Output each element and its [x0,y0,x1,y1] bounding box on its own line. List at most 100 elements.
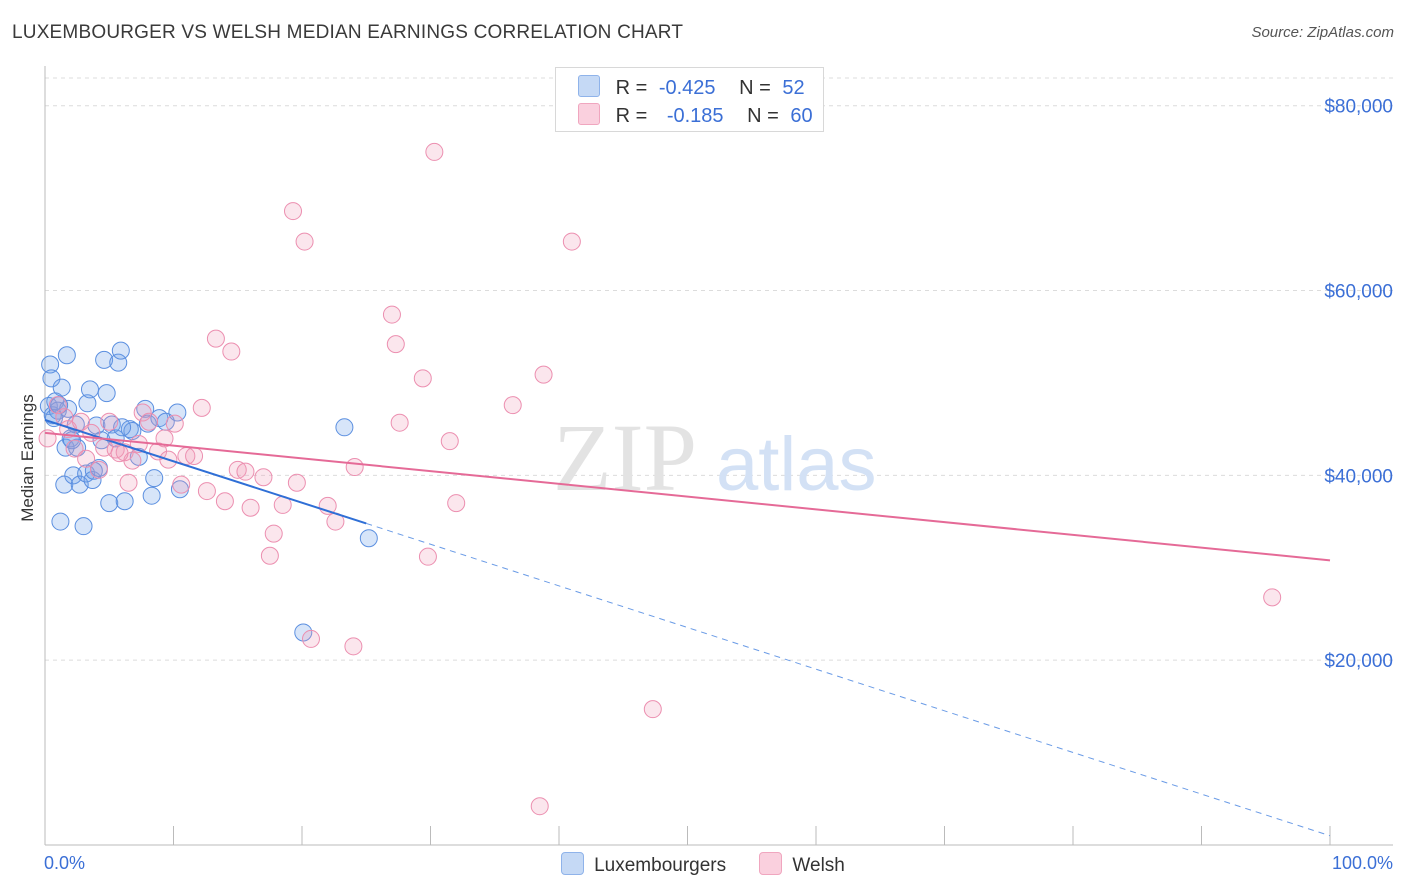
data-point [287,473,306,492]
data-point [41,355,60,374]
data-point [120,420,139,439]
data-point [95,350,114,369]
trend-lines [44,418,1331,837]
data-point [192,398,211,417]
watermark: ZIP atlas [553,404,877,511]
data-point [39,397,58,416]
series-legend: Luxembourgers Welsh [0,852,1406,877]
data-point [222,342,241,361]
data-point [284,202,303,221]
axes [44,66,1393,846]
legend-item-luxembourgers[interactable]: Luxembourgers [561,852,726,877]
data-point [77,449,96,468]
data-point [55,475,74,494]
data-point [100,412,119,431]
legend-n-label: N = [739,77,771,99]
y-tick-label: $80,000 [1324,97,1393,118]
legend-n-value: 60 [790,105,813,127]
data-point [425,142,444,161]
data-point [236,462,255,481]
data-point [359,529,378,548]
trend-line-luxembourgers-extension [366,522,1331,837]
data-point [109,353,128,372]
data-point [145,469,164,488]
data-point [534,365,553,384]
data-point [97,384,116,403]
legend-item-welsh[interactable]: Welsh [759,852,845,877]
data-point [345,458,364,477]
data-point [530,797,549,816]
data-point [1263,588,1282,607]
data-point [386,335,405,354]
data-point [344,637,363,656]
legend-row-luxembourgers: R = -0.425 N = 52 [578,75,805,100]
data-point [197,482,216,501]
data-point [52,378,71,397]
data-point [78,394,97,413]
correlation-legend: R = -0.425 N = 52 R = -0.185 N = 60 [555,67,824,132]
legend-r-label: R = [615,77,648,99]
legend-label-welsh: Welsh [792,855,845,876]
data-point [294,623,313,642]
data-point [65,439,84,458]
data-point [57,346,76,365]
data-point [133,403,152,422]
data-point [185,446,204,465]
data-point [111,341,130,360]
data-point [142,486,161,505]
data-point [206,329,225,348]
data-point [165,414,184,433]
data-point [335,418,354,437]
trend-line-welsh [44,431,1331,562]
data-point [42,369,61,388]
data-point [418,547,437,566]
chart-source: Source: ZipAtlas.com [1251,24,1394,41]
data-point [413,369,432,388]
data-point [115,492,134,511]
legend-r-value: -0.185 [666,105,724,127]
y-axis-label: Median Earnings [18,394,37,522]
legend-label-luxembourgers: Luxembourgers [594,855,727,876]
legend-row-welsh: R = -0.185 N = 60 [578,103,813,128]
chart-title: LUXEMBOURGER VS WELSH MEDIAN EARNINGS CO… [12,22,684,43]
data-point [110,444,129,463]
data-point [59,399,78,418]
legend-n-label: N = [747,105,779,127]
data-point [74,517,93,536]
data-point [71,412,90,431]
legend-swatch-luxembourgers [561,852,585,875]
data-point [89,460,108,479]
data-point [390,413,409,432]
data-point [254,468,273,487]
data-point [228,460,247,479]
data-point [140,412,159,431]
data-point [215,492,234,511]
data-point [562,232,581,251]
series-welsh [38,142,1282,816]
data-point [102,415,121,434]
legend-swatch-welsh [578,103,600,125]
data-point [172,475,191,494]
data-point [295,232,314,251]
data-point [168,403,187,422]
x-tick-label: 0.0% [44,853,85,873]
legend-r-label: R = [615,105,648,127]
data-point [80,380,99,399]
data-point [264,524,283,543]
tick-labels: $20,000 $40,000 $60,000 $80,000 0.0% 100.0% [44,97,1393,873]
data-point [100,494,119,513]
data-point [643,700,662,719]
legend-swatch-luxembourgers [578,75,600,97]
legend-r-value: -0.425 [658,77,716,99]
data-point [241,498,260,517]
y-tick-label: $40,000 [1324,466,1393,487]
data-point [155,429,174,448]
y-tick-label: $20,000 [1324,651,1393,672]
legend-swatch-welsh [759,852,783,875]
data-point [301,629,320,648]
data-point [382,305,401,324]
data-point [447,494,466,513]
data-point [440,432,459,451]
watermark-zip: ZIP [553,404,697,511]
